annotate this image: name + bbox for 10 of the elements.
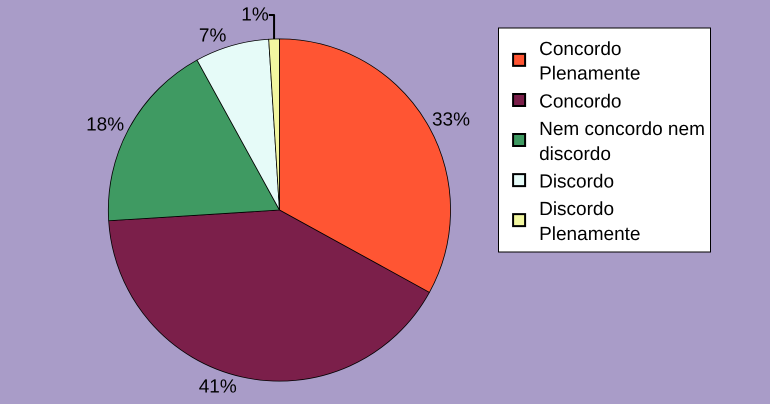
legend-label: Concordo	[539, 91, 622, 112]
data-label: 41%	[198, 376, 237, 398]
legend-label: Discordo Plenamente	[539, 199, 641, 245]
data-label: 7%	[198, 25, 226, 46]
legend-label: Nem concordo nem discordo	[539, 119, 705, 165]
data-label: 33%	[432, 110, 470, 131]
data-label: 18%	[86, 114, 124, 136]
data-label: 1%	[241, 4, 269, 26]
legend-label: Concordo Plenamente	[539, 38, 641, 85]
legend-label: Discordo	[539, 171, 614, 192]
